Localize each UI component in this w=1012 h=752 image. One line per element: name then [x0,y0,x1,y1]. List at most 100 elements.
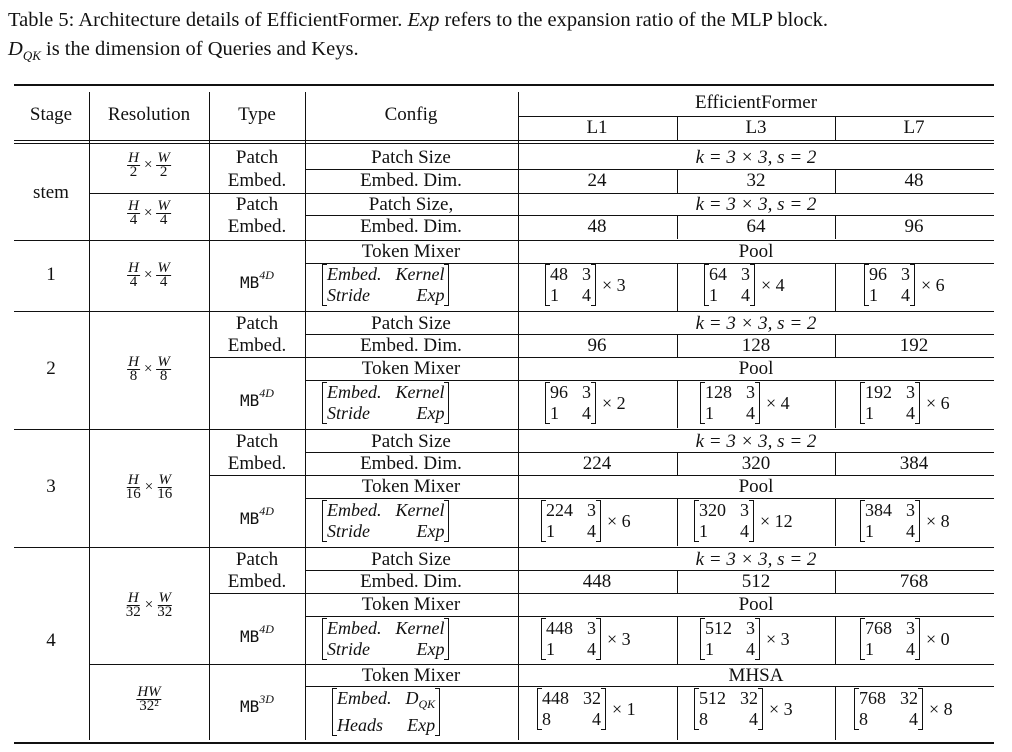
type-mb-s2: MB4D [240,382,274,412]
embed-dim-s2-l7: 192 [900,335,929,357]
embed-dim-stem1-l1: 24 [588,170,607,192]
embed-dim-s4-l1: 448 [583,571,612,593]
stage-1: 1 [46,264,56,286]
config-token-mixer-s1: Token Mixer [362,241,460,263]
caption-label: Table 5: [8,9,74,31]
type-patch-s3: Patch [236,431,278,453]
hline-s1-top [14,240,994,241]
hline-s2-c [305,380,994,381]
type-patch-stem2: Patch [236,194,278,216]
ps-value-s4: k = 3 × 3, s = 2 [696,549,817,571]
config-token-mixer-s4: Token Mixer [362,594,460,616]
vline-l-s2e [677,334,678,358]
matrix-s4-l7: 768 3 1 4 × 0 [860,618,950,660]
header-resolution: Resolution [108,104,190,126]
type-patch-s2: Patch [236,313,278,335]
matrix-s3-l1: 224 3 1 4 × 6 [541,500,631,542]
embed-dim-stem2-l1: 48 [588,216,607,238]
matrix-s1-l7: 96 3 1 4 × 6 [864,264,945,306]
config-matrix-s3: Embed. Kernel Stride Exp [322,500,449,542]
header-l1: L1 [586,117,607,139]
caption-exp: Exp [408,9,440,31]
type-mb3d-s4: MB3D [240,688,274,718]
embed-dim-s2-l1: 96 [588,335,607,357]
res-s3: H 16 × W 16 [126,474,172,501]
caption-dqk: D [8,38,23,60]
vline-r-s2m [835,380,836,428]
vline-6 [835,116,836,140]
config-embed-dim-stem1: Embed. Dim. [360,170,462,192]
hline-s2-top [14,311,994,312]
header-stage: Stage [30,104,72,126]
ps-value-stem1: k = 3 × 3, s = 2 [696,147,817,169]
config-embed-dim-stem2: Embed. Dim. [360,216,462,238]
config-patch-size-stem2: Patch Size, [369,194,453,216]
type-mb-s4: MB4D [240,618,274,648]
matrix-s4m-l7: 768 32 8 4 × 8 [854,688,953,730]
header-bottom-rule-2 [14,143,994,144]
vline-l-stem2 [677,215,678,239]
vline-l-s1 [677,263,678,311]
res-s1: H4 × W4 [127,262,171,289]
hline-s3-b [209,475,994,476]
hline-s4-d [89,664,994,665]
pool-s4: Pool [739,594,774,616]
vline-r-s3e [835,452,836,476]
embed-dim-s3-l1: 224 [583,453,612,475]
res-s4-hw: HW 32² [136,686,161,713]
embed-dim-stem2-l3: 64 [747,216,766,238]
stage-3: 3 [46,476,56,498]
vline-4 [518,92,519,740]
vline-r-stem2 [835,215,836,239]
hline-stem-b [89,193,994,194]
matrix-s4-l1: 448 3 1 4 × 3 [541,618,631,660]
matrix-s2-l1: 96 3 1 4 × 2 [545,382,626,424]
top-rule [14,84,994,86]
config-token-mixer-s3: Token Mixer [362,476,460,498]
type-patch-s4: Patch [236,549,278,571]
matrix-s2-l7: 192 3 1 4 × 6 [860,382,950,424]
embed-dim-s3-l3: 320 [742,453,771,475]
vline-1 [89,92,90,740]
matrix-s4-l3: 512 3 1 4 × 3 [700,618,790,660]
vline-l-s4m [677,616,678,664]
matrix-s1-l3: 64 3 1 4 × 4 [704,264,785,306]
vline-r-s4h [835,686,836,740]
ps-value-stem2: k = 3 × 3, s = 2 [696,194,817,216]
hline-s2-b [209,357,994,358]
header-group: EfficientFormer [695,92,817,114]
config-patch-size-stem1: Patch Size [371,147,451,169]
matrix-s4m-l1: 448 32 8 4 × 1 [537,688,636,730]
vline-5 [677,116,678,140]
stage-2: 2 [46,358,56,380]
embed-dim-s3-l7: 384 [900,453,929,475]
config-embed-dim-s4: Embed. Dim. [360,571,462,593]
matrix-s2-l3: 128 3 1 4 × 4 [700,382,790,424]
bottom-rule [14,742,994,744]
caption-text-c: is the dimension of Queries and Keys. [46,38,359,60]
vline-l-s4h [677,686,678,740]
vline-l-s3e [677,452,678,476]
hline-s4-b [209,593,994,594]
header-bottom-rule [14,140,994,141]
hline-s4-c [305,616,994,617]
config-matrix-s4: Embed. Kernel Stride Exp [322,618,449,660]
matrix-s4m-l3: 512 32 8 4 × 3 [694,688,793,730]
table-caption: Table 5: Architecture details of Efficie… [8,6,1006,70]
vline-r-s4e [835,570,836,594]
vline-l-s4e [677,570,678,594]
embed-dim-s2-l3: 128 [742,335,771,357]
vline-l-s3m [677,498,678,546]
type-mb-s3: MB4D [240,500,274,530]
ps-value-s3: k = 3 × 3, s = 2 [696,431,817,453]
config-patch-size-s2: Patch Size [371,313,451,335]
vline-r-s3m [835,498,836,546]
vline-2 [209,92,210,740]
caption-dqk-sub: QK [23,48,41,63]
embed-dim-s4-l3: 512 [742,571,771,593]
vline-r-stem1 [835,169,836,193]
pool-s2: Pool [739,358,774,380]
type-embed-stem1: Embed. [228,170,287,192]
type-embed-s2: Embed. [228,335,287,357]
